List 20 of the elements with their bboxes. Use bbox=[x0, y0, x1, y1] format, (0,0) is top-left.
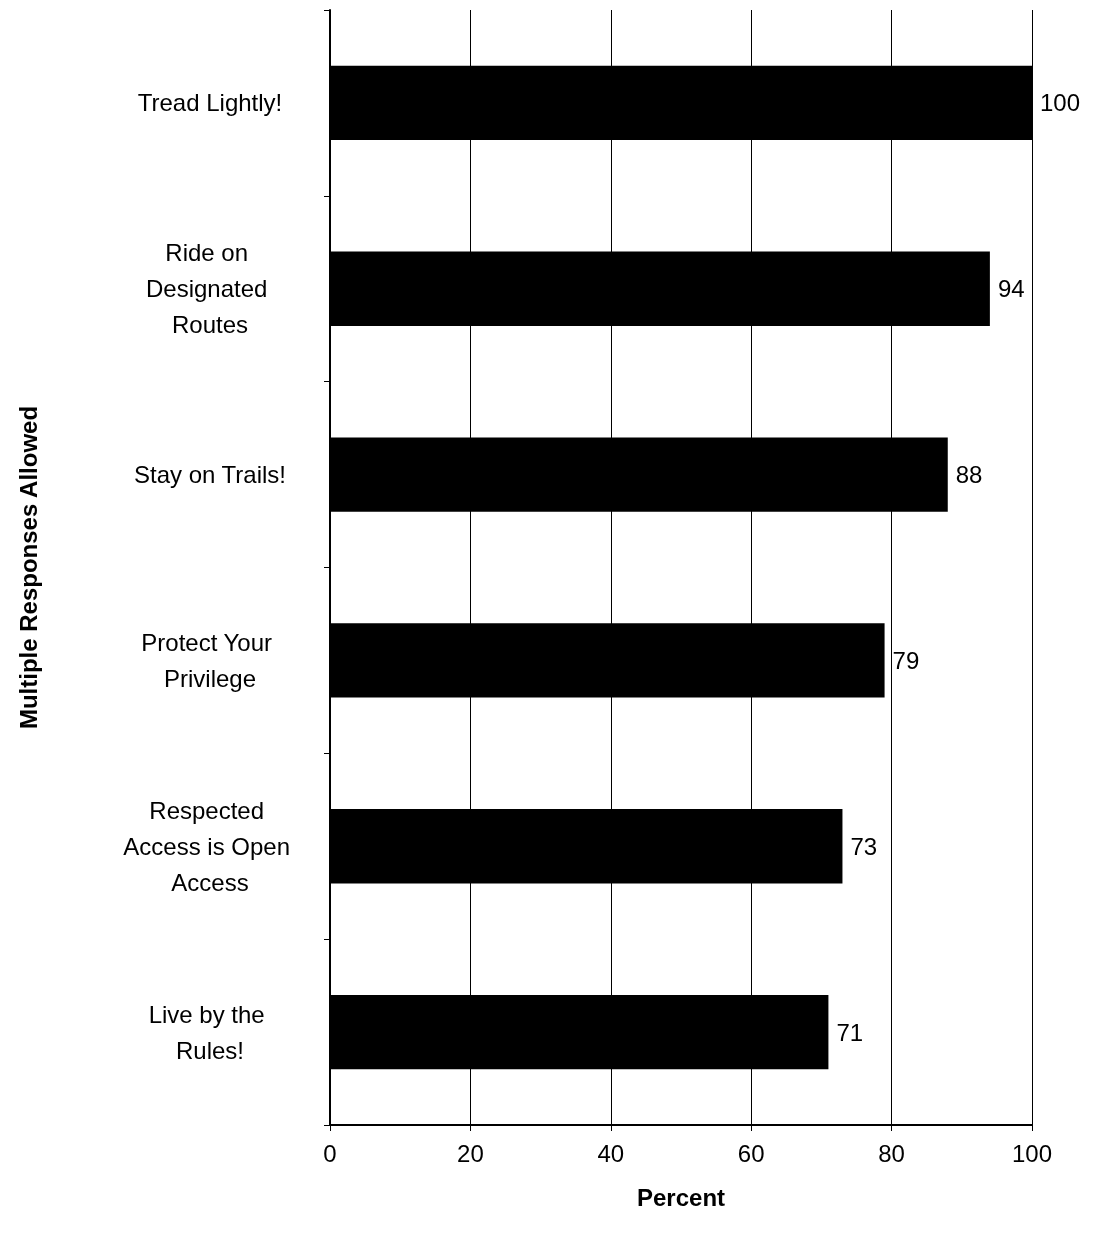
y-tick-label: Tread Lightly! bbox=[137, 89, 283, 117]
data-label: 73 bbox=[850, 832, 878, 860]
y-tick-label: Ride on Designated Routes bbox=[145, 239, 275, 339]
x-tick-label: 100 bbox=[1011, 1139, 1053, 1167]
y-tick-label: Live by the Rules! bbox=[148, 1000, 272, 1064]
x-tick-label: 0 bbox=[323, 1139, 337, 1167]
y-axis-title: Multiple Responses Allowed bbox=[14, 405, 42, 730]
data-label: 100 bbox=[1040, 89, 1081, 117]
data-label: 94 bbox=[997, 275, 1025, 303]
data-label: 88 bbox=[955, 461, 983, 489]
x-tick-label: 20 bbox=[457, 1139, 484, 1167]
data-label: 79 bbox=[892, 646, 920, 674]
x-axis-title: Percent bbox=[636, 1183, 726, 1211]
y-tick-label: Protect Your Privilege bbox=[141, 628, 279, 692]
x-tick-label: 80 bbox=[878, 1139, 905, 1167]
data-label: 71 bbox=[836, 1018, 864, 1046]
y-tick-label: Respected Access is Open Access bbox=[123, 796, 297, 896]
y-tick-label: Stay on Trails! bbox=[133, 461, 287, 489]
x-tick-label: 60 bbox=[737, 1139, 765, 1167]
x-tick-label: 40 bbox=[597, 1139, 625, 1167]
